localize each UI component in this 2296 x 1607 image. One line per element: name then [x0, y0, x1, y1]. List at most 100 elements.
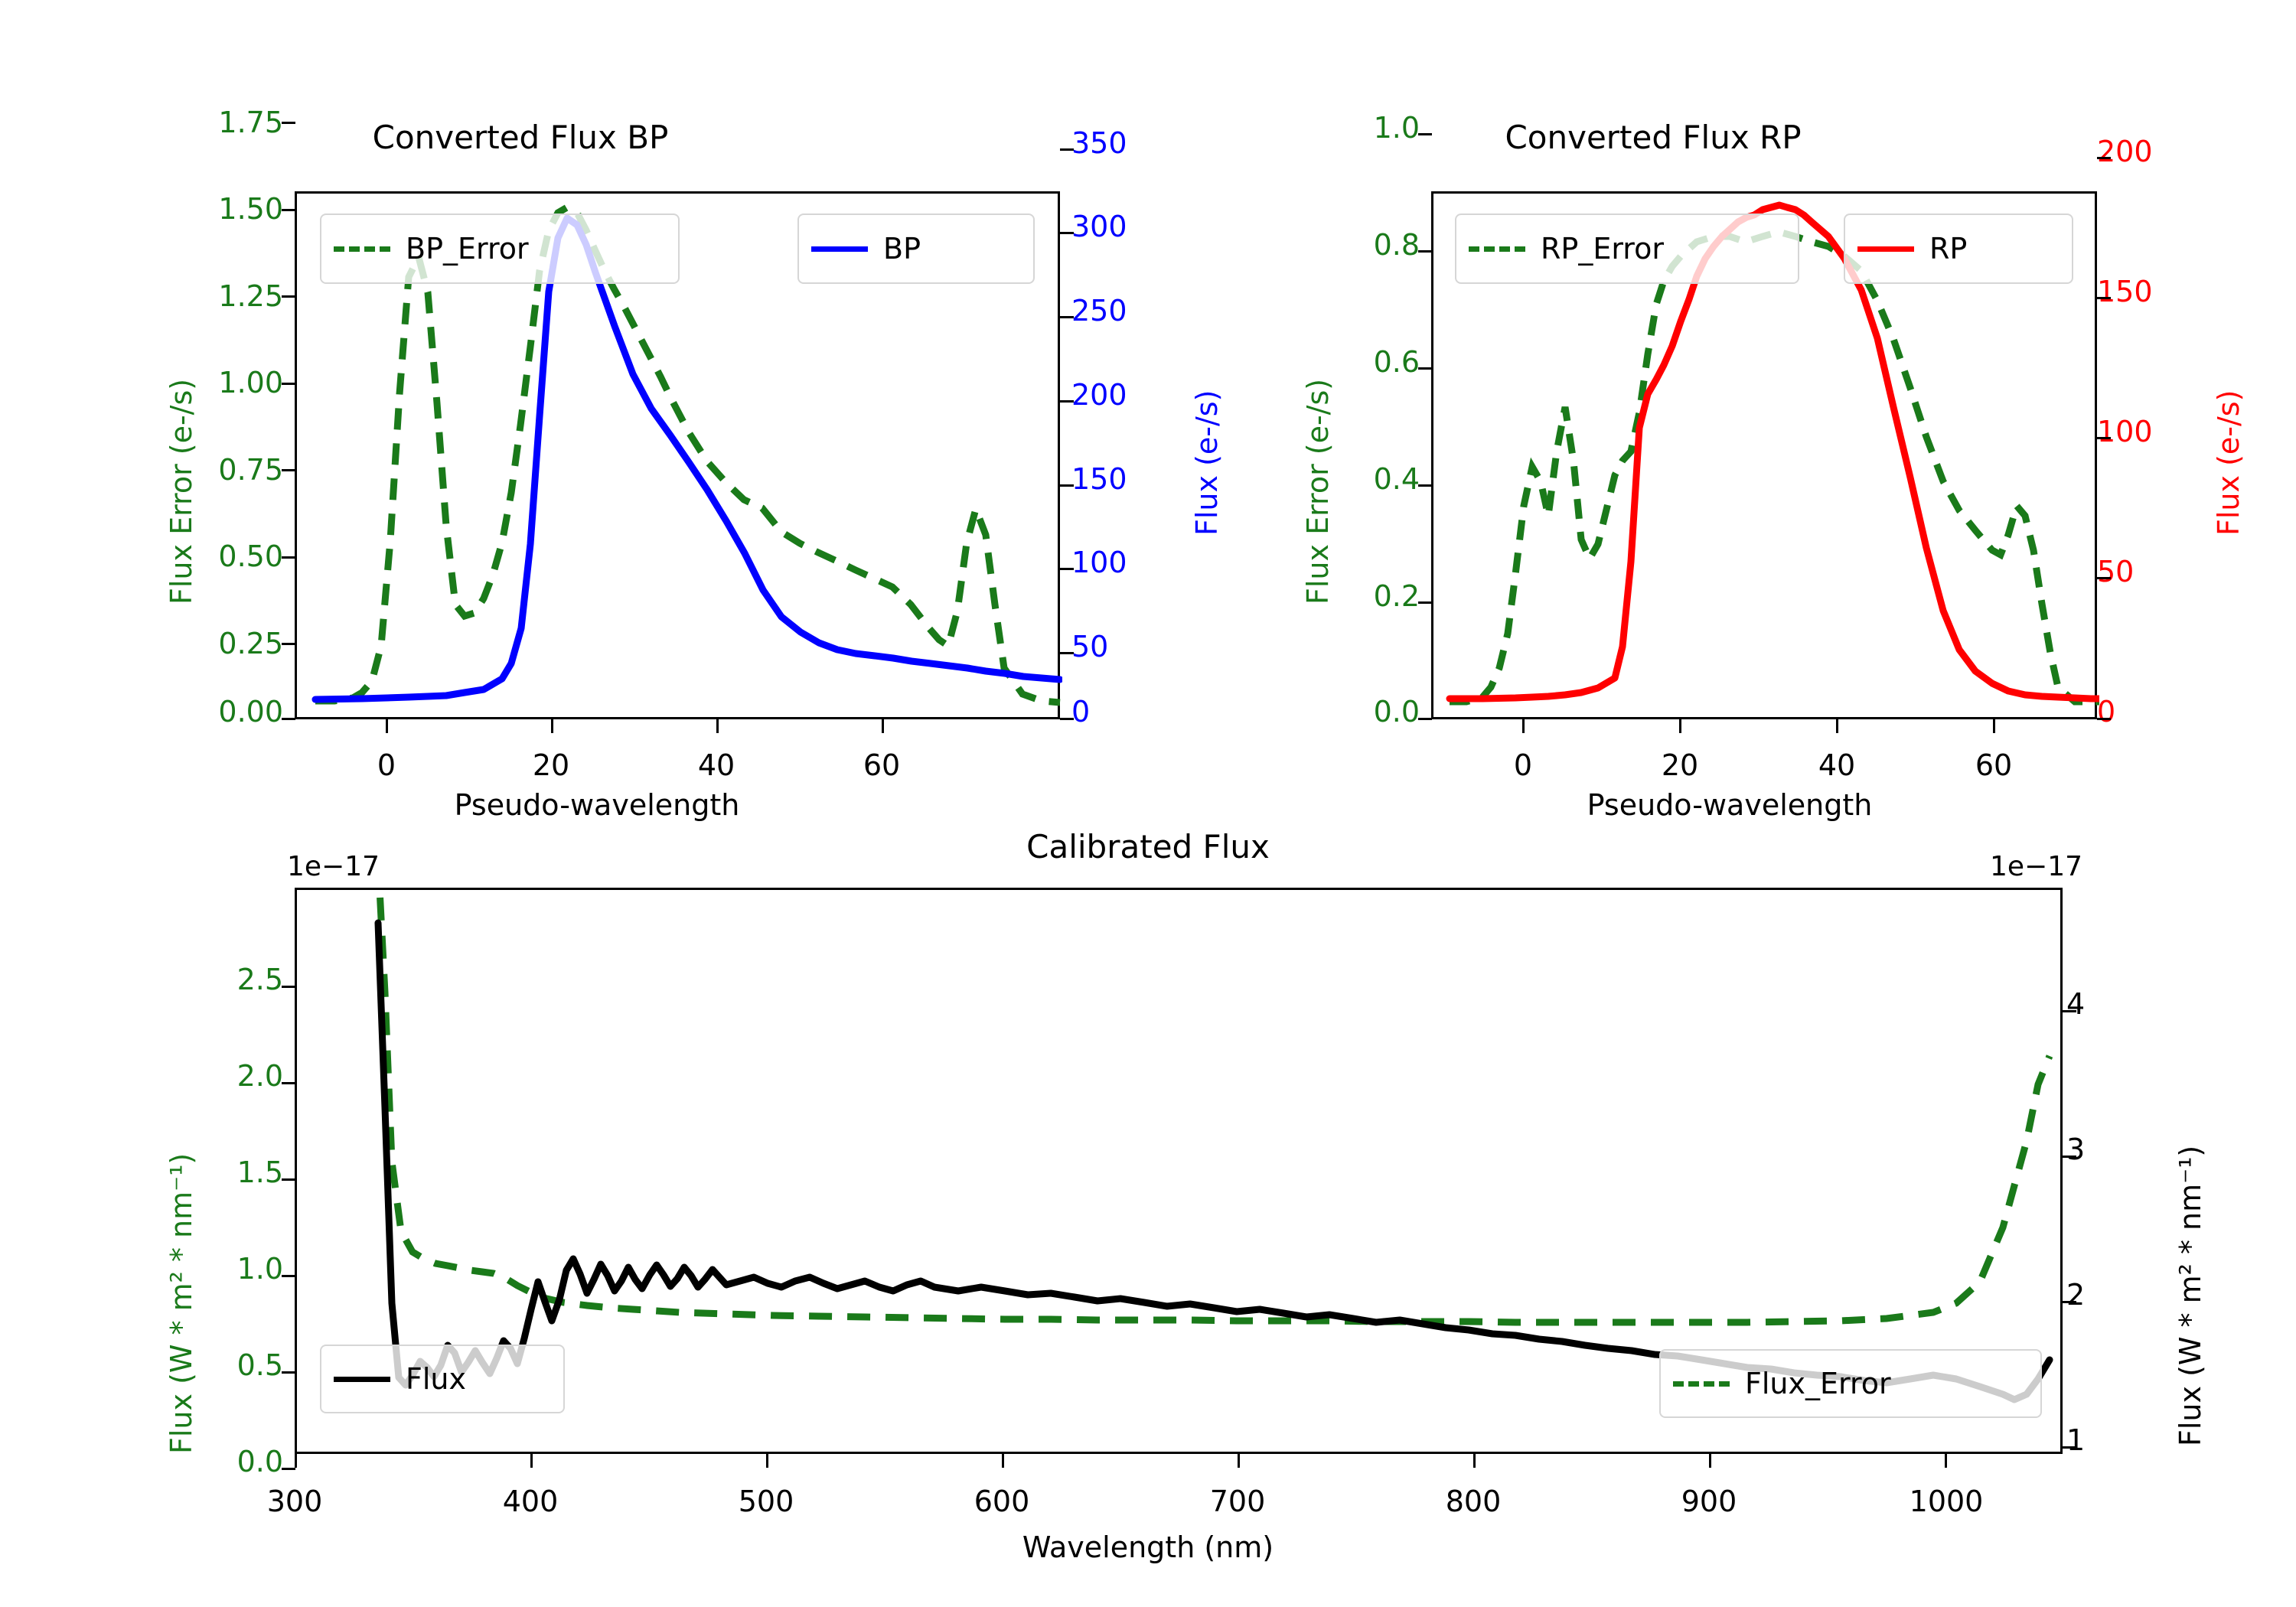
calibrated-legend-flux[interactable]: Flux [320, 1345, 565, 1413]
bp-ytick-left-5: 1.25 [218, 279, 283, 313]
rp-tick-r0 [2097, 718, 2111, 720]
calibrated-flux-legend-swatch [334, 1376, 390, 1382]
panel-converted-flux-rp: Converted Flux RP Flux Error (e-/s) Flux… [1140, 0, 2296, 822]
rp-tick-x2 [1836, 719, 1838, 733]
cal-xtick-0: 300 [266, 1485, 323, 1518]
cal-ytick-right-1: 2 [2066, 1278, 2086, 1312]
rp-ytick-left-1: 0.2 [1373, 579, 1420, 613]
bp-plot-area [311, 203, 1062, 706]
rp-tick-r3 [2097, 297, 2111, 299]
calibrated-xlabel: Wavelength (nm) [1022, 1530, 1274, 1564]
rp-title: Converted Flux RP [1505, 119, 1802, 156]
bp-tick-l6 [282, 209, 295, 211]
calibrated-ylabel-right: Flux (W * m² * nm⁻¹) [2174, 1145, 2207, 1446]
cal-tick-l5 [282, 986, 295, 988]
rp-tick-x0 [1522, 719, 1525, 733]
calibrated-legend-flux-error[interactable]: Flux_Error [1659, 1349, 2042, 1418]
bp-ytick-left-2: 0.50 [218, 539, 283, 573]
rp-tick-l0 [1418, 718, 1432, 720]
cal-xtick-7: 1000 [1909, 1485, 1984, 1518]
bp-tick-l3 [282, 469, 295, 471]
bp-tick-x0 [386, 719, 388, 733]
cal-tick-l1 [282, 1371, 295, 1374]
bp-legend-error[interactable]: BP_Error [320, 214, 680, 284]
bp-tick-r3 [1060, 484, 1074, 487]
bp-ytick-left-6: 1.50 [218, 192, 283, 226]
cal-tick-r0 [2063, 1446, 2076, 1449]
bp-tick-l1 [282, 643, 295, 645]
rp-error-legend-label: RP_Error [1541, 232, 1664, 266]
bp-flux-legend-label: BP [883, 232, 921, 266]
rp-ytick-left-5: 1.0 [1373, 111, 1420, 145]
bp-error-curve [315, 203, 1061, 706]
bp-axes: BP_Error BP [295, 191, 1062, 719]
rp-flux-legend-swatch [1857, 246, 1914, 252]
bp-ytick-right-5: 250 [1071, 294, 1127, 328]
rp-tick-x3 [1993, 719, 1995, 733]
rp-axes: RP_Error RP [1431, 191, 2099, 719]
cal-tick-l4 [282, 1082, 295, 1084]
calibrated-flux-error-legend-swatch [1673, 1380, 1730, 1387]
rp-error-legend-swatch [1469, 246, 1525, 252]
bp-tick-r0 [1060, 718, 1074, 720]
bp-tick-r7 [1060, 148, 1074, 151]
calibrated-offset-left: 1e−17 [287, 851, 380, 882]
rp-ytick-right-3: 150 [2097, 275, 2153, 308]
cal-tick-x6 [1709, 1454, 1711, 1468]
rp-tick-l5 [1418, 133, 1432, 135]
rp-xtick-0: 0 [1513, 748, 1533, 782]
bp-tick-r1 [1060, 652, 1074, 654]
rp-flux-legend-label: RP [1929, 232, 1968, 266]
cal-ytick-left-0: 0.0 [236, 1445, 283, 1478]
bp-tick-r5 [1060, 316, 1074, 318]
bp-tick-x1 [551, 719, 553, 733]
bp-tick-l0 [282, 718, 295, 720]
calibrated-title: Calibrated Flux [1026, 828, 1270, 865]
rp-legend-error[interactable]: RP_Error [1455, 214, 1799, 284]
bp-ytick-right-1: 50 [1071, 630, 1109, 663]
cal-tick-r3 [2063, 1010, 2076, 1012]
rp-ytick-right-2: 100 [2097, 415, 2153, 448]
bp-tick-l5 [282, 295, 295, 298]
rp-tick-l1 [1418, 601, 1432, 604]
rp-xtick-1: 20 [1661, 748, 1699, 782]
rp-legend-flux[interactable]: RP [1844, 214, 2073, 284]
rp-ytick-right-1: 50 [2097, 555, 2135, 588]
cal-xtick-2: 500 [738, 1485, 794, 1518]
panel-converted-flux-bp: Converted Flux BP Flux Error (e-/s) Flux… [0, 0, 1224, 822]
cal-tick-x1 [530, 1454, 533, 1468]
bp-tick-r2 [1060, 568, 1074, 570]
bp-tick-l2 [282, 556, 295, 559]
calibrated-flux-curve [374, 919, 2053, 1403]
bp-xtick-0: 0 [377, 748, 396, 782]
bp-tick-r6 [1060, 232, 1074, 234]
bp-xtick-2: 40 [697, 748, 735, 782]
bp-legend-flux[interactable]: BP [797, 214, 1035, 284]
bp-flux-legend-swatch [811, 246, 868, 252]
rp-ylabel-right: Flux (e-/s) [2212, 390, 2245, 536]
cal-ytick-left-2: 1.0 [236, 1252, 283, 1286]
cal-tick-x7 [1945, 1454, 1947, 1468]
cal-tick-l0 [282, 1468, 295, 1470]
rp-tick-r2 [2097, 437, 2111, 439]
rp-ytick-left-0: 0.0 [1373, 695, 1420, 729]
bp-ytick-right-3: 150 [1071, 462, 1127, 496]
rp-tick-l2 [1418, 484, 1432, 487]
bp-tick-x2 [716, 719, 719, 733]
bp-xtick-3: 60 [863, 748, 901, 782]
calibrated-flux-error-curve [376, 890, 2053, 1326]
cal-ytick-right-0: 1 [2066, 1423, 2086, 1457]
rp-ytick-left-2: 0.4 [1373, 462, 1420, 496]
calibrated-flux-legend-label: Flux [406, 1362, 466, 1396]
calibrated-ylabel-left: Flux (W * m² * nm⁻¹) [165, 1152, 198, 1454]
cal-tick-x4 [1238, 1454, 1240, 1468]
cal-xtick-3: 600 [974, 1485, 1030, 1518]
cal-ytick-left-5: 2.5 [236, 963, 283, 996]
cal-xtick-4: 700 [1209, 1485, 1266, 1518]
bp-error-legend-swatch [334, 246, 390, 252]
bp-ytick-left-4: 1.00 [218, 366, 283, 399]
cal-ytick-right-3: 4 [2066, 987, 2086, 1021]
bp-tick-l4 [282, 383, 295, 385]
bp-ytick-right-7: 350 [1071, 126, 1127, 160]
